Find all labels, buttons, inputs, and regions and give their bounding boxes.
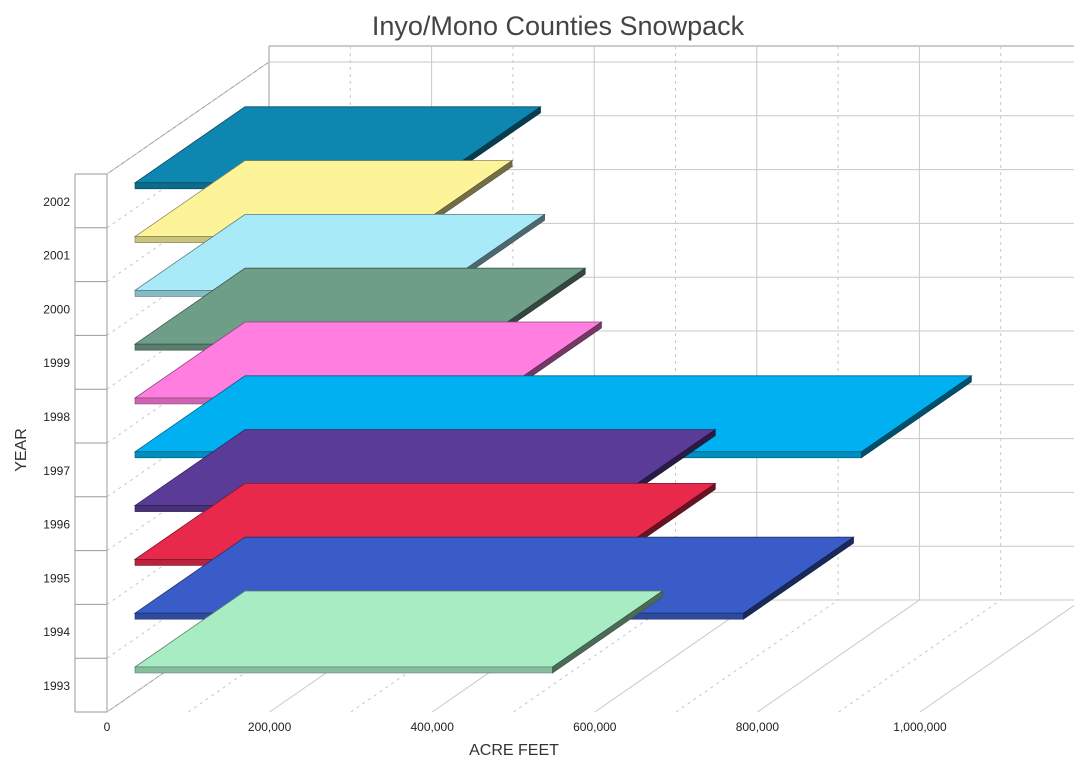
floor-grid-minor xyxy=(675,599,839,713)
bar-side-face xyxy=(743,536,854,620)
x-tick-label: 1,000,000 xyxy=(893,720,947,734)
x-tick-labels: 0 200,000 400,000 600,000 800,000 1,000,000 xyxy=(104,720,947,734)
x-tick-label: 800,000 xyxy=(736,720,780,734)
y-tick-label: 2001 xyxy=(43,249,70,263)
bar-side-face xyxy=(552,590,663,674)
y-tick-label: 1993 xyxy=(43,679,70,693)
floor-grid-line xyxy=(757,599,920,713)
y-tick-label: 2000 xyxy=(43,302,70,316)
bar-side-face xyxy=(861,375,972,459)
floor-grid-line xyxy=(919,604,1074,713)
floor-grid-minor xyxy=(838,599,1001,713)
chart-title: Inyo/Mono Counties Snowpack xyxy=(372,11,745,41)
x-tick-label: 200,000 xyxy=(248,720,292,734)
side-grid-line xyxy=(106,61,270,175)
y-tick-label: 1994 xyxy=(43,625,70,639)
floor-grid-minor xyxy=(513,599,676,713)
y-tick-label: 2002 xyxy=(43,195,70,209)
bar-1993 xyxy=(133,590,664,674)
y-tick-labels: 1993 1994 1995 1996 1997 1998 1999 2000 2001 2002 xyxy=(43,195,70,693)
y-tick-label: 1997 xyxy=(43,464,70,478)
x-tick-label: 400,000 xyxy=(411,720,455,734)
x-tick-label: 0 xyxy=(104,720,111,734)
y-axis-label: YEAR xyxy=(13,428,30,472)
y-tick-label: 1998 xyxy=(43,410,70,424)
y-tick-label: 1996 xyxy=(43,518,70,532)
x-axis-label: ACRE FEET xyxy=(469,742,559,759)
bar-front-face xyxy=(134,666,553,674)
x-tick-label: 600,000 xyxy=(573,720,617,734)
y-tick-label: 1999 xyxy=(43,356,70,370)
chart-bars xyxy=(133,106,973,674)
y-tick-label: 1995 xyxy=(43,571,70,585)
